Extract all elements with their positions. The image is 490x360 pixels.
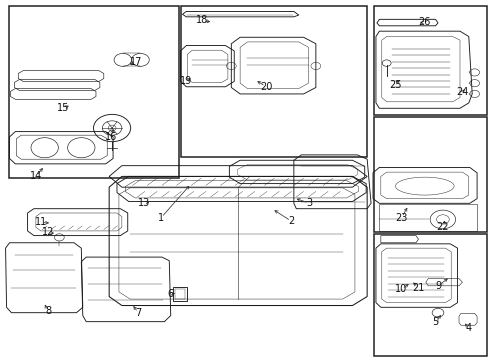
Text: 16: 16 <box>104 132 117 142</box>
Text: 17: 17 <box>130 57 143 67</box>
Text: 25: 25 <box>389 80 402 90</box>
Text: 8: 8 <box>45 306 51 316</box>
Text: 6: 6 <box>168 289 174 299</box>
Text: 14: 14 <box>30 171 42 181</box>
Text: 4: 4 <box>466 323 472 333</box>
Text: 13: 13 <box>138 198 150 208</box>
Text: 20: 20 <box>260 82 272 92</box>
Text: 15: 15 <box>57 103 70 113</box>
Text: 12: 12 <box>43 227 55 237</box>
Text: 7: 7 <box>135 308 142 318</box>
Text: 1: 1 <box>158 213 164 222</box>
Text: 3: 3 <box>306 198 313 208</box>
Text: 18: 18 <box>196 15 209 26</box>
Text: 10: 10 <box>395 284 408 294</box>
Text: 11: 11 <box>35 217 47 227</box>
Text: 21: 21 <box>412 283 425 293</box>
Text: 5: 5 <box>433 317 439 327</box>
Text: 22: 22 <box>437 222 449 231</box>
Text: 2: 2 <box>288 216 294 226</box>
Text: 24: 24 <box>456 87 468 97</box>
Text: 23: 23 <box>395 213 408 222</box>
Text: 19: 19 <box>180 76 193 86</box>
Text: 26: 26 <box>418 17 431 27</box>
Text: 9: 9 <box>435 281 441 291</box>
